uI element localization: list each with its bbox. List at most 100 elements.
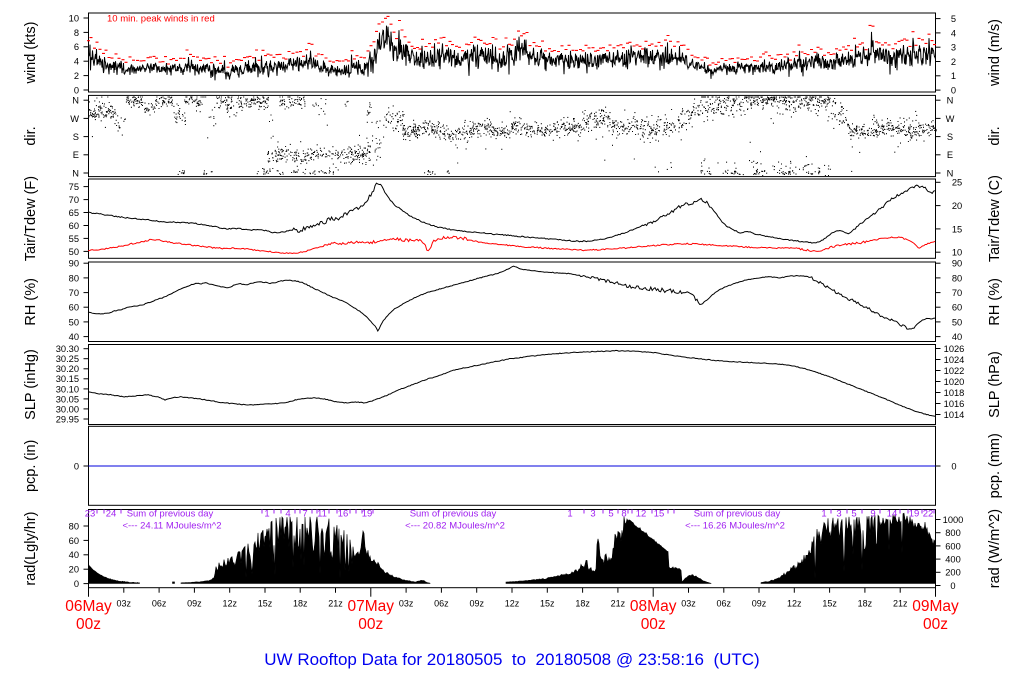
svg-text:400: 400: [945, 555, 961, 565]
svg-text:15: 15: [654, 509, 665, 520]
svg-text:S: S: [947, 132, 953, 142]
svg-text:60: 60: [69, 536, 79, 546]
svg-text:N: N: [947, 96, 954, 106]
svg-text:S: S: [73, 132, 79, 142]
svg-text:9: 9: [870, 509, 875, 520]
svg-text:07May: 07May: [348, 598, 395, 615]
svg-text:09May: 09May: [912, 598, 959, 615]
svg-text:60: 60: [952, 303, 962, 313]
svg-text:UW Rooftop Data for 20180505: UW Rooftop Data for 20180505 to 20180508…: [264, 650, 759, 669]
svg-text:0: 0: [74, 85, 79, 95]
svg-text:12z: 12z: [787, 599, 802, 609]
svg-text:0: 0: [74, 461, 79, 471]
svg-text:60: 60: [69, 303, 79, 313]
svg-text:12: 12: [636, 509, 647, 520]
svg-text:70: 70: [952, 288, 962, 298]
svg-text:3: 3: [951, 43, 956, 53]
svg-text:06z: 06z: [152, 599, 167, 609]
svg-text:2: 2: [74, 71, 79, 81]
svg-text:Tair/Tdew (F): Tair/Tdew (F): [23, 176, 39, 261]
svg-text:<--- 16.26 MJoules/m^2: <--- 16.26 MJoules/m^2: [685, 521, 785, 532]
svg-text:dir.: dir.: [987, 126, 1003, 145]
svg-text:80: 80: [952, 273, 962, 283]
svg-text:09z: 09z: [469, 599, 484, 609]
svg-text:22: 22: [923, 509, 934, 520]
svg-text:50: 50: [69, 317, 79, 327]
svg-text:03z: 03z: [117, 599, 132, 609]
svg-text:SLP (hPa): SLP (hPa): [987, 351, 1003, 418]
svg-text:90: 90: [69, 259, 79, 269]
svg-text:00z: 00z: [641, 616, 666, 633]
svg-text:N: N: [72, 96, 79, 106]
svg-text:1018: 1018: [944, 388, 965, 398]
svg-text:wind (kts): wind (kts): [23, 21, 39, 84]
svg-text:18z: 18z: [575, 599, 590, 609]
svg-text:21z: 21z: [611, 599, 626, 609]
svg-text:1: 1: [821, 509, 826, 520]
svg-text:3: 3: [590, 509, 595, 520]
svg-text:50: 50: [952, 317, 962, 327]
svg-text:03z: 03z: [681, 599, 696, 609]
svg-text:1000: 1000: [943, 515, 964, 525]
svg-text:Sum of previous day: Sum of previous day: [694, 509, 781, 520]
svg-text:1: 1: [951, 71, 956, 81]
svg-text:10: 10: [952, 248, 962, 258]
svg-text:20: 20: [952, 201, 962, 211]
svg-text:80: 80: [69, 521, 79, 531]
svg-text:12z: 12z: [222, 599, 237, 609]
svg-text:1026: 1026: [944, 344, 965, 354]
svg-text:50: 50: [69, 247, 79, 257]
svg-text:06May: 06May: [65, 598, 112, 615]
svg-text:3: 3: [836, 509, 841, 520]
svg-text:1020: 1020: [944, 377, 965, 387]
svg-text:10 min. peak winds in red: 10 min. peak winds in red: [107, 14, 215, 25]
svg-text:15: 15: [952, 224, 962, 234]
svg-text:W: W: [70, 114, 79, 124]
svg-text:08May: 08May: [630, 598, 677, 615]
svg-text:RH (%): RH (%): [987, 278, 1003, 326]
svg-text:15z: 15z: [258, 599, 273, 609]
svg-text:19: 19: [909, 509, 920, 520]
svg-text:18z: 18z: [293, 599, 308, 609]
svg-text:30.10: 30.10: [56, 384, 79, 394]
svg-text:8: 8: [74, 28, 79, 38]
svg-text:20: 20: [69, 565, 79, 575]
svg-text:09z: 09z: [752, 599, 767, 609]
svg-text:21z: 21z: [893, 599, 908, 609]
svg-text:800: 800: [945, 528, 961, 538]
svg-text:N: N: [72, 168, 79, 178]
svg-text:06z: 06z: [434, 599, 449, 609]
svg-text:200: 200: [945, 568, 961, 578]
svg-text:7: 7: [302, 509, 307, 520]
svg-text:rad (W/m^2): rad (W/m^2): [987, 509, 1003, 588]
svg-text:80: 80: [69, 273, 79, 283]
svg-text:5: 5: [608, 509, 613, 520]
svg-text:0: 0: [950, 581, 955, 591]
svg-text:wind (m/s): wind (m/s): [987, 19, 1003, 87]
svg-text:N: N: [947, 168, 954, 178]
svg-text:14: 14: [887, 509, 898, 520]
svg-text:4: 4: [951, 28, 956, 38]
svg-text:pcp. (in): pcp. (in): [23, 440, 39, 492]
svg-text:Tair/Tdew (C): Tair/Tdew (C): [987, 175, 1003, 262]
svg-text:10: 10: [69, 13, 79, 23]
svg-text:19: 19: [362, 509, 373, 520]
svg-text:rad(Lgly/hr): rad(Lgly/hr): [23, 512, 39, 586]
svg-text:40: 40: [69, 332, 79, 342]
svg-text:30.30: 30.30: [56, 344, 79, 354]
svg-text:SLP (inHg): SLP (inHg): [23, 349, 39, 420]
svg-text:RH (%): RH (%): [23, 278, 39, 326]
svg-text:00z: 00z: [358, 616, 383, 633]
svg-text:15z: 15z: [540, 599, 555, 609]
svg-text:dir.: dir.: [23, 126, 39, 145]
svg-text:30.00: 30.00: [56, 404, 79, 414]
svg-text:30.05: 30.05: [56, 394, 79, 404]
svg-text:06z: 06z: [717, 599, 732, 609]
svg-text:25: 25: [952, 178, 962, 188]
svg-text:600: 600: [945, 541, 961, 551]
svg-text:11: 11: [317, 509, 327, 520]
svg-text:0: 0: [74, 579, 79, 589]
svg-text:75: 75: [69, 182, 79, 192]
svg-text:5: 5: [951, 14, 956, 24]
svg-text:<--- 20.82 MJoules/m^2: <--- 20.82 MJoules/m^2: [405, 521, 505, 532]
